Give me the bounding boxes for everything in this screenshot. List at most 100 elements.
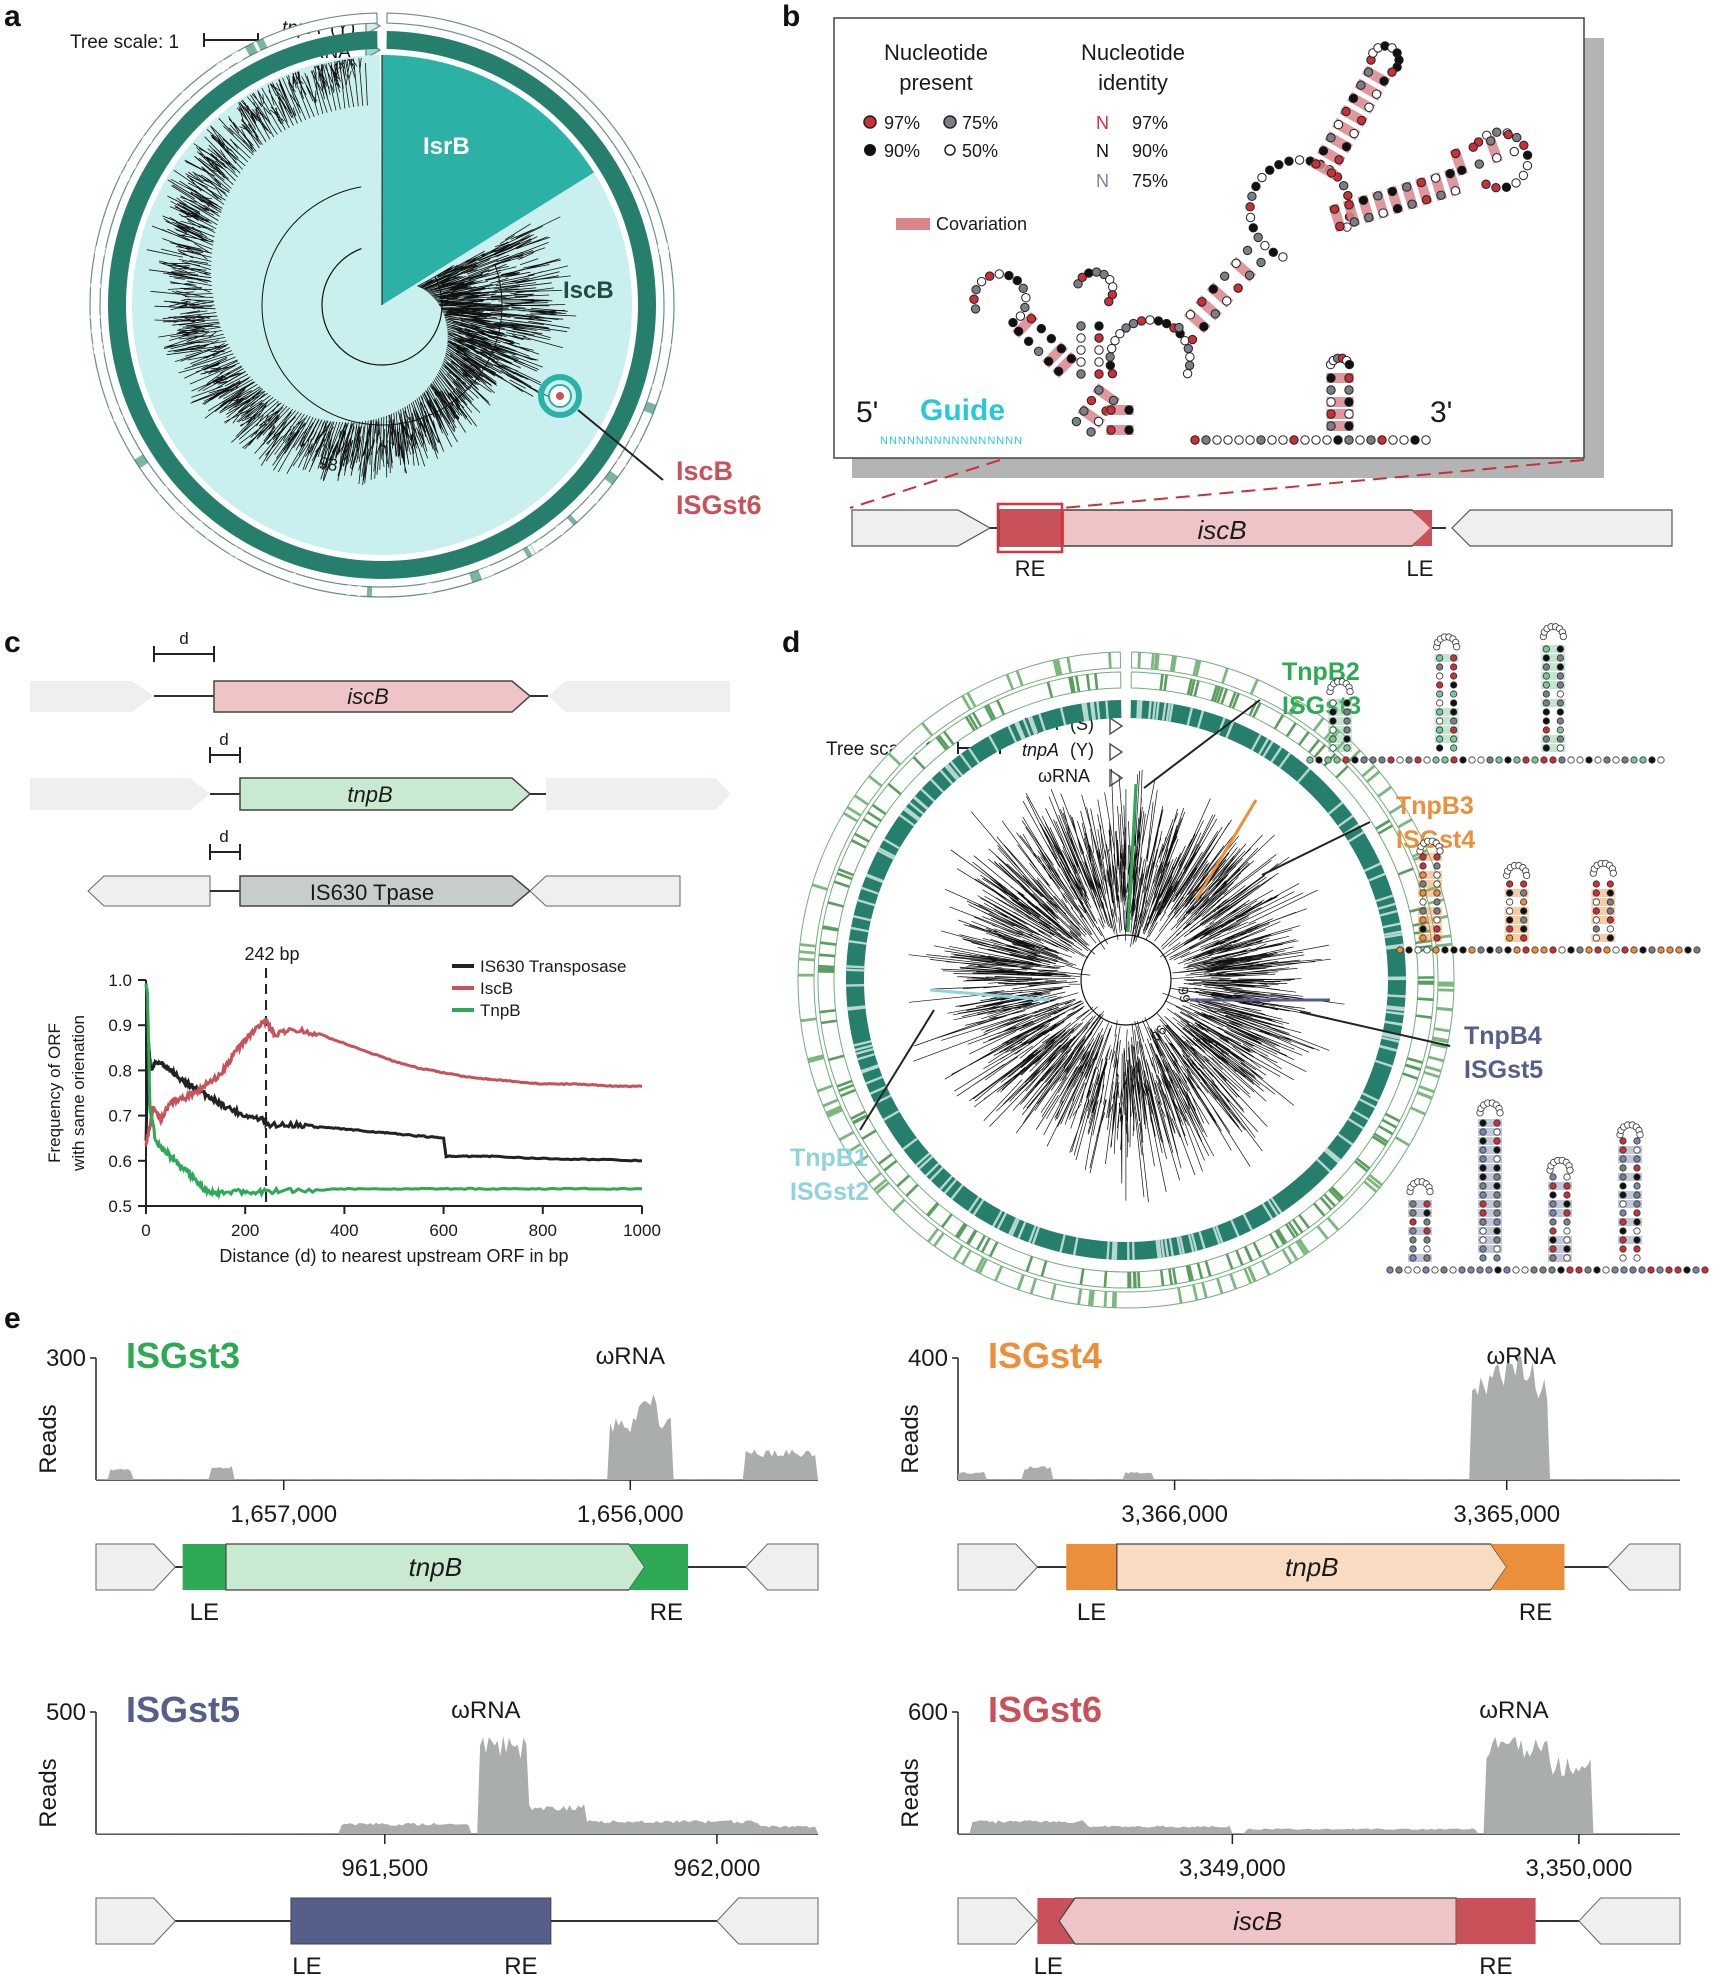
stem-nucleotide xyxy=(1318,146,1329,156)
tree-branches-d xyxy=(908,768,1345,1203)
flanking-gene-right xyxy=(745,1543,819,1591)
tnpA-s-mark xyxy=(1261,1260,1271,1276)
tnpA-s-mark xyxy=(1137,652,1141,669)
tnpA-ring-gap xyxy=(289,572,297,584)
omega-ring-gap xyxy=(1383,930,1402,936)
callout-line-tnpb3 xyxy=(1261,821,1371,876)
covariation-pair xyxy=(1548,1245,1572,1253)
tnpA-y-mark xyxy=(836,872,853,881)
loop-nucleotide xyxy=(1182,368,1193,379)
tnpA-y-mark xyxy=(954,1222,966,1238)
tnpA-y-mark xyxy=(833,880,850,888)
nucleotide xyxy=(1396,756,1404,764)
omega-ring-gap xyxy=(1147,700,1152,720)
covariation-pair xyxy=(1548,1236,1572,1244)
tnpA-s-mark xyxy=(800,1017,817,1023)
omega-ring-gap xyxy=(1131,1241,1135,1260)
nucleotide xyxy=(1423,756,1431,764)
nucleotide xyxy=(1619,1137,1627,1145)
omega-ring-gap xyxy=(874,1094,892,1105)
tnpA-ring-gap xyxy=(482,567,490,578)
nucleotide xyxy=(1343,735,1351,743)
y-tick-label: 0.9 xyxy=(108,1016,132,1035)
loop-nucleotide xyxy=(1161,318,1172,329)
stem-nucleotide xyxy=(1335,221,1345,232)
nucleotide xyxy=(1419,916,1427,924)
tnpA-y-mark xyxy=(1189,679,1196,696)
nucleotide xyxy=(1521,1266,1529,1274)
tnpA-y-mark xyxy=(1228,691,1237,708)
tnpA-y-mark xyxy=(971,711,983,728)
tnpA-ring-gap xyxy=(486,565,494,577)
nucleotide xyxy=(1556,735,1564,743)
loop-nucleotide xyxy=(1105,352,1115,362)
nucleotide xyxy=(1633,1200,1641,1208)
omega-ring-gap xyxy=(1337,1133,1354,1146)
tnpA-s-mark xyxy=(1029,1278,1037,1295)
omega-ring-gap xyxy=(902,1137,919,1151)
nucleotide xyxy=(1409,1218,1417,1226)
omega-ring-gap xyxy=(1072,1237,1079,1256)
tree-branch-lines xyxy=(146,57,577,486)
tree-rings xyxy=(89,12,675,598)
tnpA-s-mark xyxy=(838,1130,855,1142)
nucleotide xyxy=(1409,1200,1417,1208)
stem-nucleotide xyxy=(1079,406,1089,416)
nucleotide xyxy=(1629,1266,1637,1274)
gene-label-is630: IS630 Tpase xyxy=(310,880,434,905)
tnpA-y-mark xyxy=(1335,765,1349,779)
nucleotide xyxy=(1493,1155,1501,1163)
covariation-pair xyxy=(1618,1218,1642,1226)
stem-nucleotide xyxy=(1094,345,1104,355)
nucleotide xyxy=(1494,1266,1502,1274)
tree-scale-label: Tree scale: 1 xyxy=(70,32,179,53)
omega-ring-gap xyxy=(950,1184,964,1200)
nucleotide xyxy=(1495,756,1503,764)
tnpA-s-mark xyxy=(1410,1106,1426,1116)
nucleotide xyxy=(1594,756,1602,764)
nucleotide xyxy=(1563,1200,1571,1208)
tnpA-y-mark xyxy=(1405,1063,1422,1071)
omega-ring-gap xyxy=(1225,720,1235,739)
tnpA-s-mark xyxy=(1005,673,1015,690)
nucleotide xyxy=(1479,1254,1487,1262)
tnpA-s-mark xyxy=(807,1054,824,1061)
covariation-pair xyxy=(1541,744,1566,752)
tnpA-s-mark xyxy=(1289,700,1301,716)
omega-ring-gap xyxy=(847,1005,866,1010)
stem-nucleotide xyxy=(1043,356,1054,367)
stem-nucleotide xyxy=(1344,421,1354,431)
nucleotide xyxy=(1458,1266,1466,1274)
stem-nucleotide xyxy=(1242,245,1253,256)
y-tick-label: 0.5 xyxy=(108,1197,132,1216)
tnpA-y-mark xyxy=(850,1110,866,1120)
stem-nucleotide xyxy=(1056,343,1067,354)
loop-nucleotide xyxy=(1020,302,1030,313)
nucleotide xyxy=(1665,1266,1673,1274)
nucleotide xyxy=(1450,726,1458,734)
nucleotide xyxy=(1433,916,1441,924)
tnpA-y-mark xyxy=(1417,997,1434,1002)
nucleotide xyxy=(1592,916,1600,924)
nucleotide xyxy=(1409,1227,1417,1235)
stem-nucleotide xyxy=(1026,313,1037,324)
tnpA-s-mark xyxy=(1366,770,1381,783)
tnpA-y-mark xyxy=(818,953,836,958)
tnpA-s-mark xyxy=(961,695,972,711)
omega-ring-gap xyxy=(1381,1036,1400,1043)
panel-label-d: d xyxy=(782,626,800,659)
legend-identity-75-letter: N xyxy=(1096,171,1109,191)
stem-nucleotide xyxy=(1231,258,1241,269)
nucleotide xyxy=(1343,744,1351,752)
nucleotide xyxy=(1506,889,1514,897)
tnpA-y-mark xyxy=(986,704,997,720)
nucleotide xyxy=(1612,756,1620,764)
nucleotide xyxy=(1549,1173,1557,1181)
callout-line-tnpb4 xyxy=(1299,1011,1451,1047)
tnpA-ring-gap xyxy=(217,62,226,73)
flanking-gene-right xyxy=(1578,1897,1681,1945)
panel-label-c: c xyxy=(4,626,21,659)
tnpA-y-mark xyxy=(1381,1118,1398,1129)
tnpA-s-mark xyxy=(1287,699,1299,715)
stem-nucleotide xyxy=(1086,395,1097,406)
